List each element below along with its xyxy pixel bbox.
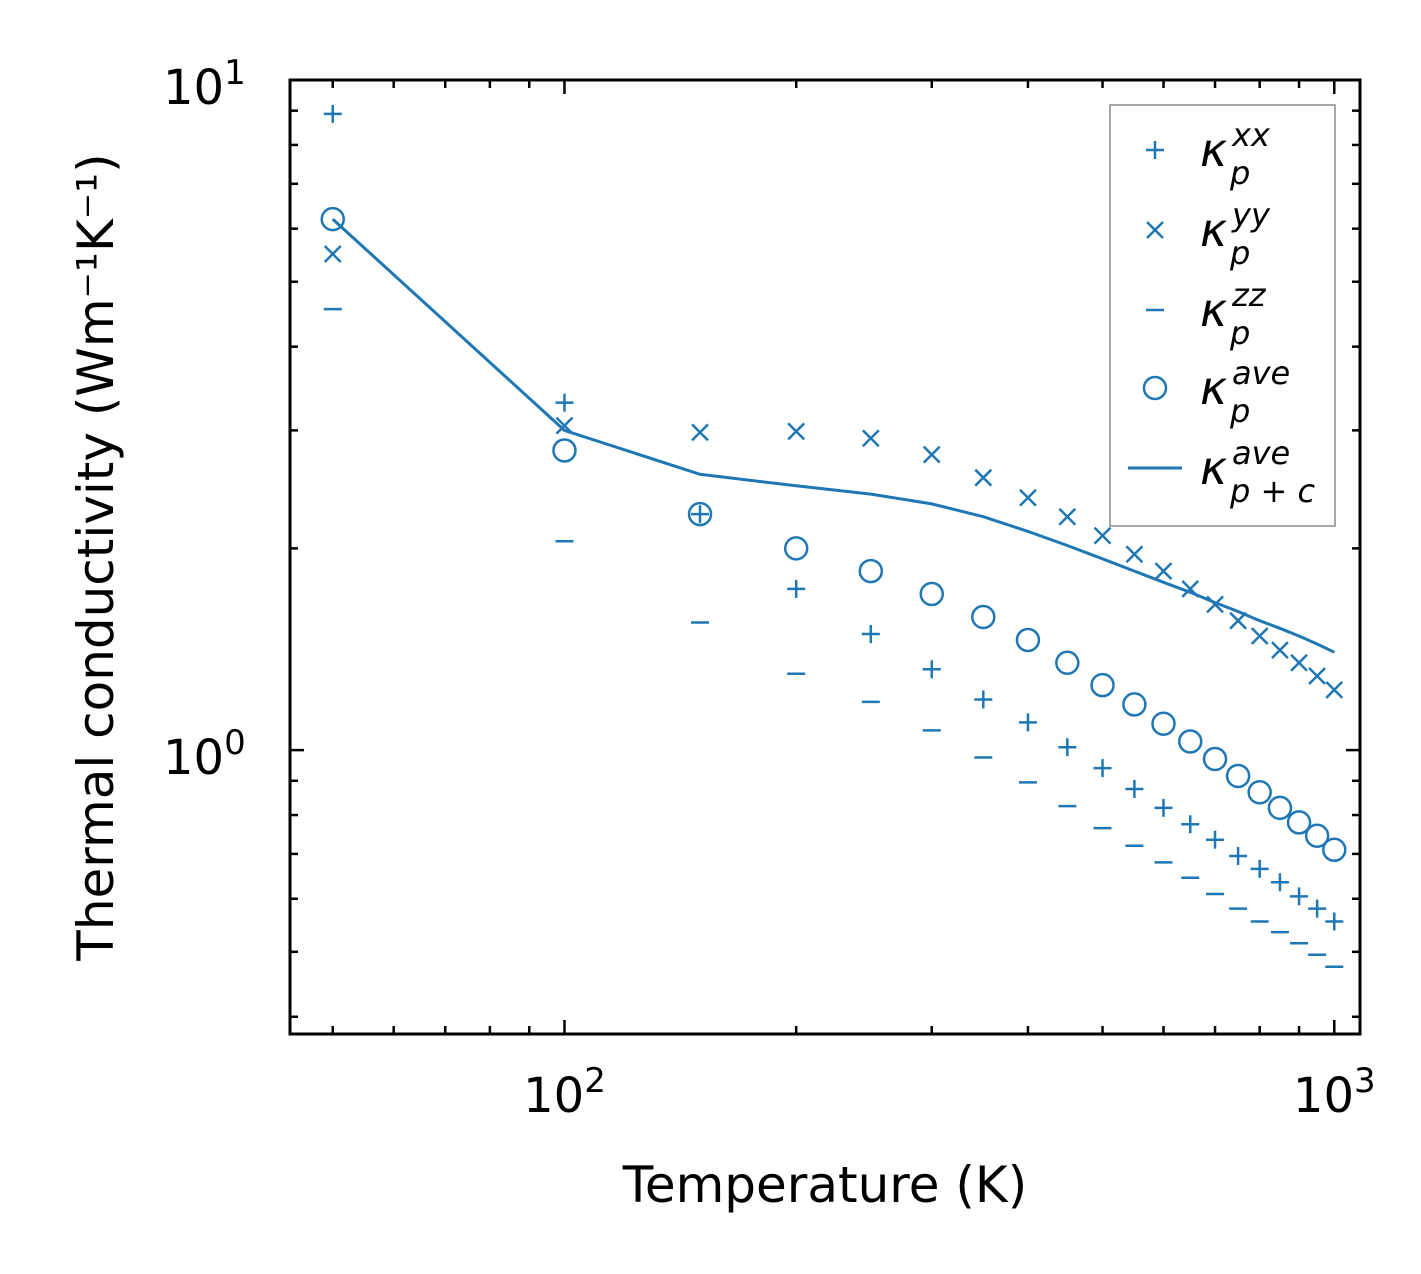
data-point-kave: [1304, 823, 1330, 849]
series-kyy: [323, 245, 1344, 699]
plot-area: [288, 78, 1362, 1036]
data-point-kyy: [787, 422, 806, 441]
data-point-kyy: [1019, 488, 1037, 507]
data-point-kave: [858, 558, 884, 584]
data-point-kxx: [1093, 759, 1112, 778]
data-point-kave: [1178, 729, 1203, 754]
data-point-kxx: [1154, 798, 1173, 817]
data-point-kxx: [1229, 846, 1248, 865]
data-point-kyy: [1093, 526, 1112, 545]
data-point-kxx: [1250, 859, 1269, 878]
data-point-kxx: [974, 690, 993, 709]
data-point-kave: [687, 501, 713, 527]
data-point-kave: [1286, 810, 1312, 835]
data-point-kyy: [861, 429, 880, 448]
data-point-kave: [1015, 627, 1041, 653]
data-point-kxx: [787, 579, 806, 598]
legend-label: κ zz p: [1200, 276, 1267, 352]
x-axis-ticks: [331, 80, 1336, 1034]
legend-item-kyy: κ yy p: [1146, 196, 1271, 272]
data-point-kxx: [1125, 779, 1144, 798]
data-point-kxx: [1290, 887, 1309, 906]
data-point-kave: [919, 581, 945, 607]
data-point-kxx: [1270, 873, 1289, 892]
legend-item-kave: κ ave p: [1142, 354, 1290, 430]
legend: κ xx pκ yy pκ zz pκ ave pκ ave p + c: [1109, 104, 1336, 527]
data-point-kyy: [1250, 627, 1269, 645]
y-axis-ticks: [290, 78, 1360, 1019]
legend-swatch: [1146, 221, 1164, 239]
data-point-kave: [1122, 692, 1147, 717]
series-kxx: [323, 104, 1344, 931]
data-point-kyy: [1271, 641, 1289, 659]
data-point-kxx: [1206, 830, 1225, 849]
legend-frame: [1109, 104, 1336, 527]
data-point-kyy: [1325, 680, 1344, 699]
data-point-kxx: [922, 660, 941, 679]
data-point-kave: [1055, 650, 1080, 676]
y-tick-label: 101: [163, 53, 246, 116]
data-point-kxx: [555, 393, 574, 412]
data-point-kyy: [1308, 667, 1327, 685]
data-point-kxx: [1308, 899, 1327, 918]
y-axis-tick-labels: 100 101: [163, 53, 246, 786]
data-point-kave: [1322, 837, 1347, 863]
data-point-kave: [1247, 780, 1272, 805]
data-point-kxx: [323, 104, 342, 123]
data-point-kave: [783, 536, 809, 561]
series-kave: [320, 206, 1347, 863]
legend-label: κ xx p: [1200, 116, 1271, 192]
series-line-kave_pc: [331, 217, 1335, 654]
x-axis-label: Temperature (K): [622, 1156, 1027, 1214]
legend-label: κ yy p: [1200, 196, 1271, 272]
legend-label: κ ave p + c: [1200, 434, 1315, 510]
legend-item-kzz: κ zz p: [1146, 276, 1267, 352]
data-point-kyy: [1290, 653, 1308, 672]
x-tick-label: 102: [523, 1061, 606, 1124]
legend-swatch: [1146, 141, 1164, 159]
data-point-kave: [1225, 763, 1251, 789]
legend-item-kxx: κ xx p: [1146, 116, 1271, 192]
x-axis-tick-labels: 102 103: [523, 1061, 1376, 1124]
data-point-kxx: [861, 625, 880, 644]
data-point-kyy: [922, 445, 941, 464]
data-point-kxx: [1325, 912, 1344, 931]
legend-swatch: [1142, 375, 1168, 401]
data-point-kave: [552, 438, 577, 463]
data-point-kxx: [691, 505, 710, 524]
data-point-kyy: [1154, 562, 1173, 580]
data-point-kave: [1151, 711, 1176, 736]
series-kave_pc: [331, 217, 1335, 654]
legend-item-kave_pc: κ ave p + c: [1128, 434, 1315, 510]
series-layer: [320, 104, 1347, 969]
data-point-kxx: [1058, 738, 1077, 757]
data-point-kave: [971, 604, 996, 630]
data-point-kyy: [691, 423, 709, 442]
data-point-kyy: [323, 245, 342, 263]
data-point-kxx: [1018, 713, 1037, 732]
data-point-kyy: [1058, 507, 1077, 526]
data-point-kave: [1267, 795, 1293, 821]
data-point-kave: [320, 206, 345, 232]
data-point-kyy: [1125, 545, 1144, 564]
y-axis-label: Thermal conductivity (Wm⁻¹K⁻¹): [67, 153, 125, 961]
legend-label: κ ave p: [1200, 354, 1290, 430]
data-point-kxx: [1181, 815, 1200, 834]
x-tick-label: 103: [1293, 1061, 1376, 1124]
series-kzz: [323, 307, 1344, 969]
legend-items: κ xx pκ yy pκ zz pκ ave pκ ave p + c: [1128, 116, 1315, 510]
y-tick-label: 100: [163, 723, 246, 786]
data-point-kave: [1202, 746, 1228, 772]
data-point-kave: [1090, 672, 1115, 698]
data-point-kyy: [974, 468, 993, 487]
